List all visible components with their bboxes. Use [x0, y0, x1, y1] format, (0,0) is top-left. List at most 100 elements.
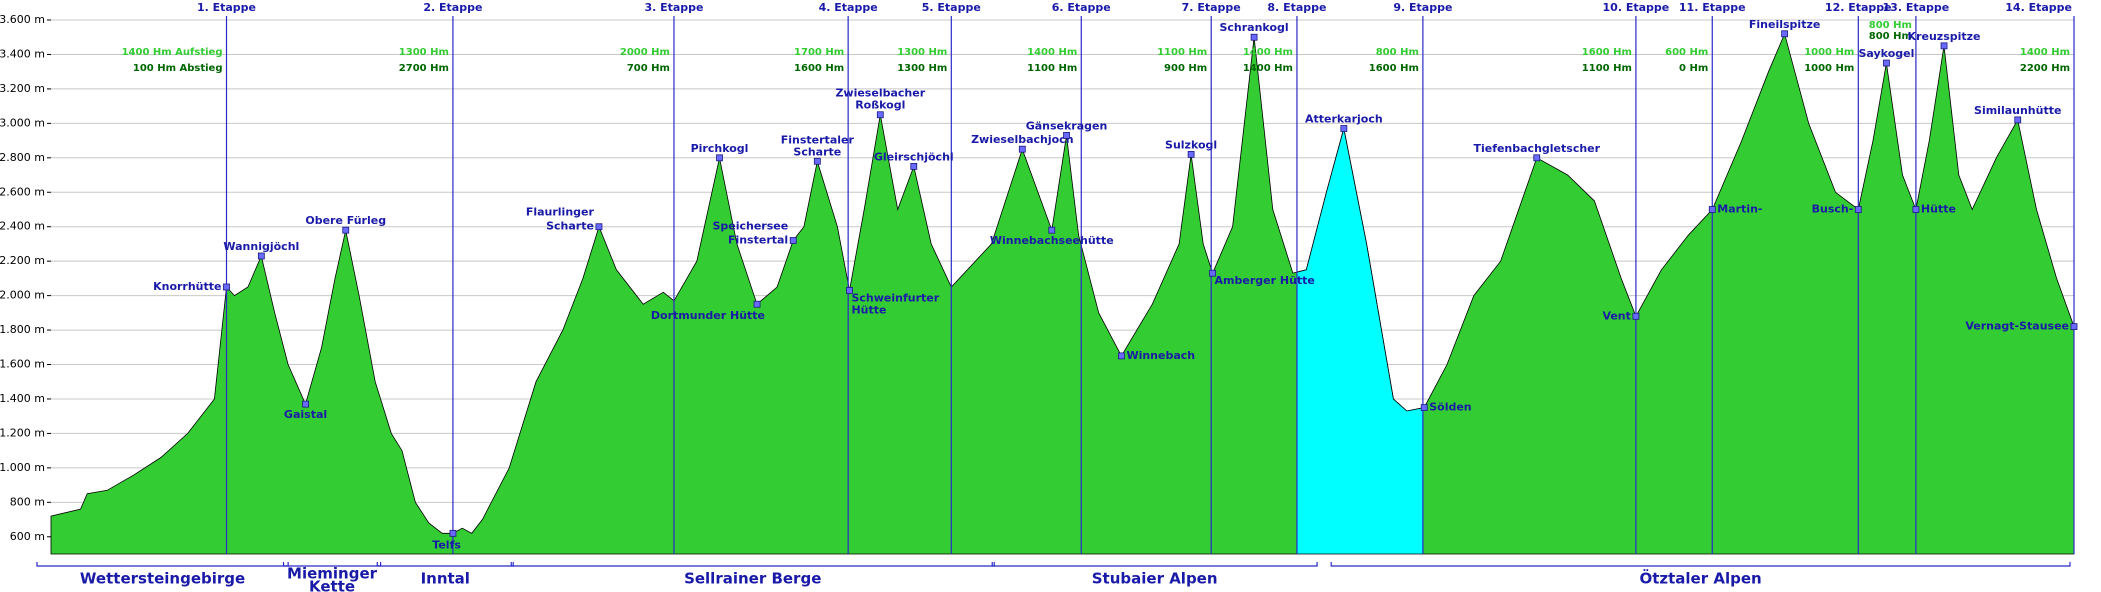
y-tick-label: 1.600 m: [0, 358, 45, 371]
point-label: Knorrhütte: [153, 280, 221, 293]
region-label: Inntal: [421, 570, 470, 588]
point-label: Sulzkogl: [1165, 138, 1217, 151]
point-label: Finstertaler: [781, 133, 855, 146]
point-label: Dortmunder Hütte: [651, 309, 765, 322]
point-marker: [449, 529, 457, 537]
point-label: Winnebachseehütte: [990, 234, 1114, 247]
point-label: Scharte: [546, 220, 594, 233]
point-marker: [753, 300, 761, 308]
stage-ascent: 2000 Hm: [620, 47, 670, 58]
point-label: Hütte: [851, 303, 886, 316]
point-label: Pirchkogl: [691, 142, 749, 155]
point-marker: [595, 223, 603, 231]
stage-descent: 1300 Hm: [897, 63, 947, 74]
point-label: Flaurlinger: [526, 206, 595, 219]
point-marker: [813, 157, 821, 165]
point-label: Scharte: [793, 145, 841, 158]
y-tick-label: 2.000 m: [0, 289, 45, 302]
stage-label: 6. Etappe: [1052, 1, 1111, 14]
stage-descent: 700 Hm: [627, 63, 670, 74]
point-marker: [342, 226, 350, 234]
point-marker: [1940, 42, 1948, 50]
stage-ascent: 1400 Hm: [1243, 47, 1293, 58]
region-bracket: [991, 562, 1318, 567]
point-label: Vent: [1602, 309, 1630, 322]
point-label: Busch-: [1812, 202, 1854, 215]
point-marker: [789, 237, 797, 244]
point-label: Kreuzspitze: [1908, 30, 1981, 43]
point-label: Zwieselbacher: [835, 87, 925, 100]
point-label: Telfs: [432, 538, 461, 551]
stage-label: 4. Etappe: [819, 1, 878, 14]
stage-ascent: 1600 Hm: [1582, 47, 1632, 58]
point-label: Zwieselbachjoch: [971, 133, 1073, 146]
region-bracket: [376, 562, 514, 567]
stage-descent: 800 Hm: [1869, 31, 1912, 42]
stage-descent: 1100 Hm: [1582, 63, 1632, 74]
stage-ascent: 1400 Hm: [2020, 47, 2070, 58]
region-label: Mieminger: [287, 565, 378, 583]
point-marker: [1063, 132, 1070, 139]
stage-ascent: 800 Hm: [1869, 20, 1912, 31]
y-tick-label: 2.800 m: [0, 151, 45, 164]
region-bracket: [282, 562, 382, 567]
point-label: Vernagt-Stausee: [1965, 320, 2069, 333]
point-label: Tiefenbachgletscher: [1473, 142, 1600, 155]
point-marker: [846, 287, 853, 294]
profile-area: [50, 32, 2075, 555]
point-label: Fineilspitze: [1749, 18, 1820, 31]
point-marker: [2070, 323, 2078, 331]
point-marker: [257, 252, 265, 260]
point-marker: [1883, 59, 1890, 67]
point-label: Schrankogl: [1219, 21, 1288, 34]
y-tick-label: 1.400 m: [0, 392, 45, 405]
stage-descent: 2200 Hm: [2020, 63, 2070, 74]
stage-label: 1. Etappe: [197, 1, 256, 14]
point-marker: [910, 163, 918, 170]
stage-descent: 1000 Hm: [1804, 63, 1854, 74]
y-tick-label: 3.000 m: [0, 116, 45, 129]
stage-ascent: 1400 Hm: [1027, 47, 1077, 58]
region-bracket: [36, 562, 289, 567]
stage-label: 2. Etappe: [423, 1, 482, 14]
stage-label: 3. Etappe: [644, 1, 703, 14]
region-label: Sellrainer Berge: [684, 570, 821, 588]
stage-descent: 1400 Hm: [1243, 63, 1293, 74]
stage-ascent: 600 Hm: [1665, 47, 1708, 58]
region-label: Stubaier Alpen: [1092, 570, 1218, 588]
stage-descent: 1600 Hm: [1369, 63, 1419, 74]
stage-label: 10. Etappe: [1603, 1, 1670, 14]
stage-label: 9. Etappe: [1393, 1, 1452, 14]
point-label: Gänsekragen: [1026, 119, 1108, 132]
point-label: Saykogel: [1859, 47, 1915, 60]
stage-ascent: 1300 Hm: [399, 47, 449, 58]
point-marker: [1632, 312, 1640, 320]
point-label: Schweinfurter: [851, 291, 939, 304]
point-label: Winnebach: [1126, 349, 1195, 362]
point-marker: [302, 400, 309, 408]
y-tick-label: 1.800 m: [0, 323, 45, 336]
point-marker: [1420, 404, 1428, 411]
point-label: Obere Fürleg: [305, 214, 386, 227]
point-label: Gaistal: [284, 408, 327, 421]
point-marker: [716, 154, 723, 162]
stage-label: 13. Etappe: [1883, 1, 1950, 14]
region-label: Kette: [309, 578, 355, 592]
y-tick-label: 800 m: [10, 495, 45, 508]
point-marker: [1912, 206, 1920, 213]
stage-descent: 1600 Hm: [794, 63, 844, 74]
point-marker: [1250, 33, 1258, 41]
point-label: Similaunhütte: [1974, 104, 2061, 117]
y-tick-label: 1.200 m: [0, 426, 45, 439]
point-label: Roßkogl: [855, 99, 905, 112]
point-label: Atterkarjoch: [1305, 113, 1383, 126]
region-bracket: [510, 562, 995, 567]
point-marker: [223, 283, 230, 291]
point-label: Sölden: [1429, 401, 1471, 414]
y-tick-label: 2.400 m: [0, 220, 45, 233]
point-marker: [1708, 206, 1716, 213]
y-tick-label: 2.600 m: [0, 185, 45, 198]
highlight-area: [1296, 128, 1423, 554]
region-label: Wettersteingebirge: [80, 570, 245, 588]
